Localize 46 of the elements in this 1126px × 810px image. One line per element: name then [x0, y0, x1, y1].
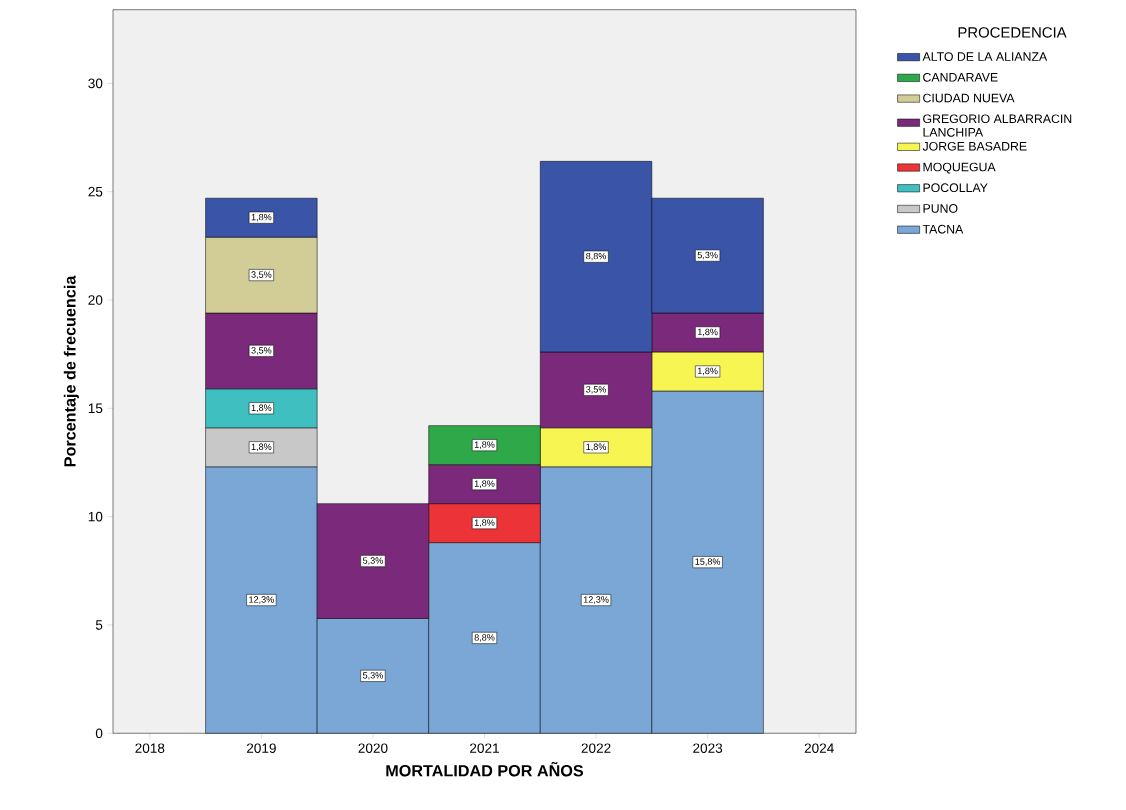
x-tick-label: 2023 — [693, 743, 723, 754]
y-tick-label: 10 — [88, 511, 103, 522]
y-tick-label: 30 — [88, 78, 103, 89]
data-label: 3,5% — [586, 386, 607, 394]
legend-label: TACNA — [922, 224, 964, 234]
legend-label: POCOLLAY — [923, 183, 988, 193]
legend-label: CIUDAD NUEVA — [923, 93, 1015, 103]
data-label: 15,8% — [695, 558, 721, 566]
data-label: 3,5% — [251, 347, 272, 355]
x-tick-label: 2021 — [470, 743, 499, 754]
y-tick-label: 25 — [88, 186, 103, 197]
y-tick-label: 5 — [95, 620, 103, 630]
legend-title: PROCEDENCIA — [958, 27, 1067, 38]
legend-label: ALTO DE LA ALIANZA — [922, 52, 1048, 61]
data-label: 12,3% — [583, 596, 609, 604]
data-label: 5,3% — [697, 251, 718, 260]
data-label: 5,3% — [362, 557, 383, 565]
data-label: 1,8% — [697, 367, 718, 376]
legend-label: PUNO — [923, 204, 958, 213]
data-label: 1,8% — [251, 443, 272, 452]
data-label: 8,8% — [586, 252, 607, 261]
data-label: 1,8% — [474, 519, 495, 527]
y-tick-label: 15 — [88, 403, 103, 414]
x-tick-label: 2019 — [246, 743, 276, 754]
x-tick-label: 2018 — [135, 743, 165, 754]
data-label: 3,5% — [251, 271, 272, 279]
data-label: 1,8% — [474, 480, 495, 488]
legend-label: JORGE BASADRE — [922, 141, 1027, 151]
legend-label: MOQUEGUA — [923, 162, 996, 174]
data-label: 1,8% — [251, 213, 272, 222]
data-label: 1,8% — [474, 441, 495, 449]
data-label: 1,8% — [697, 328, 718, 337]
data-label: 8,8% — [474, 634, 495, 642]
data-label: 1,8% — [251, 404, 272, 413]
y-axis-title: Porcentaje de frecuencia — [63, 275, 79, 467]
x-axis-title: MORTALIDAD POR AÑOS — [386, 761, 584, 777]
legend-label: CANDARAVE — [923, 72, 998, 82]
x-tick-label: 2022 — [581, 743, 611, 754]
x-tick-label: 2020 — [358, 743, 388, 754]
data-label: 12,3% — [249, 596, 274, 604]
x-tick-label: 2024 — [804, 743, 834, 754]
data-label: 5,3% — [362, 672, 383, 680]
y-tick-label: 0 — [95, 728, 103, 739]
y-tick-label: 20 — [88, 295, 103, 305]
legend-label: GREGORIO ALBARRACIN LANCHIPA — [923, 114, 1072, 137]
data-label: 1,8% — [586, 443, 607, 452]
